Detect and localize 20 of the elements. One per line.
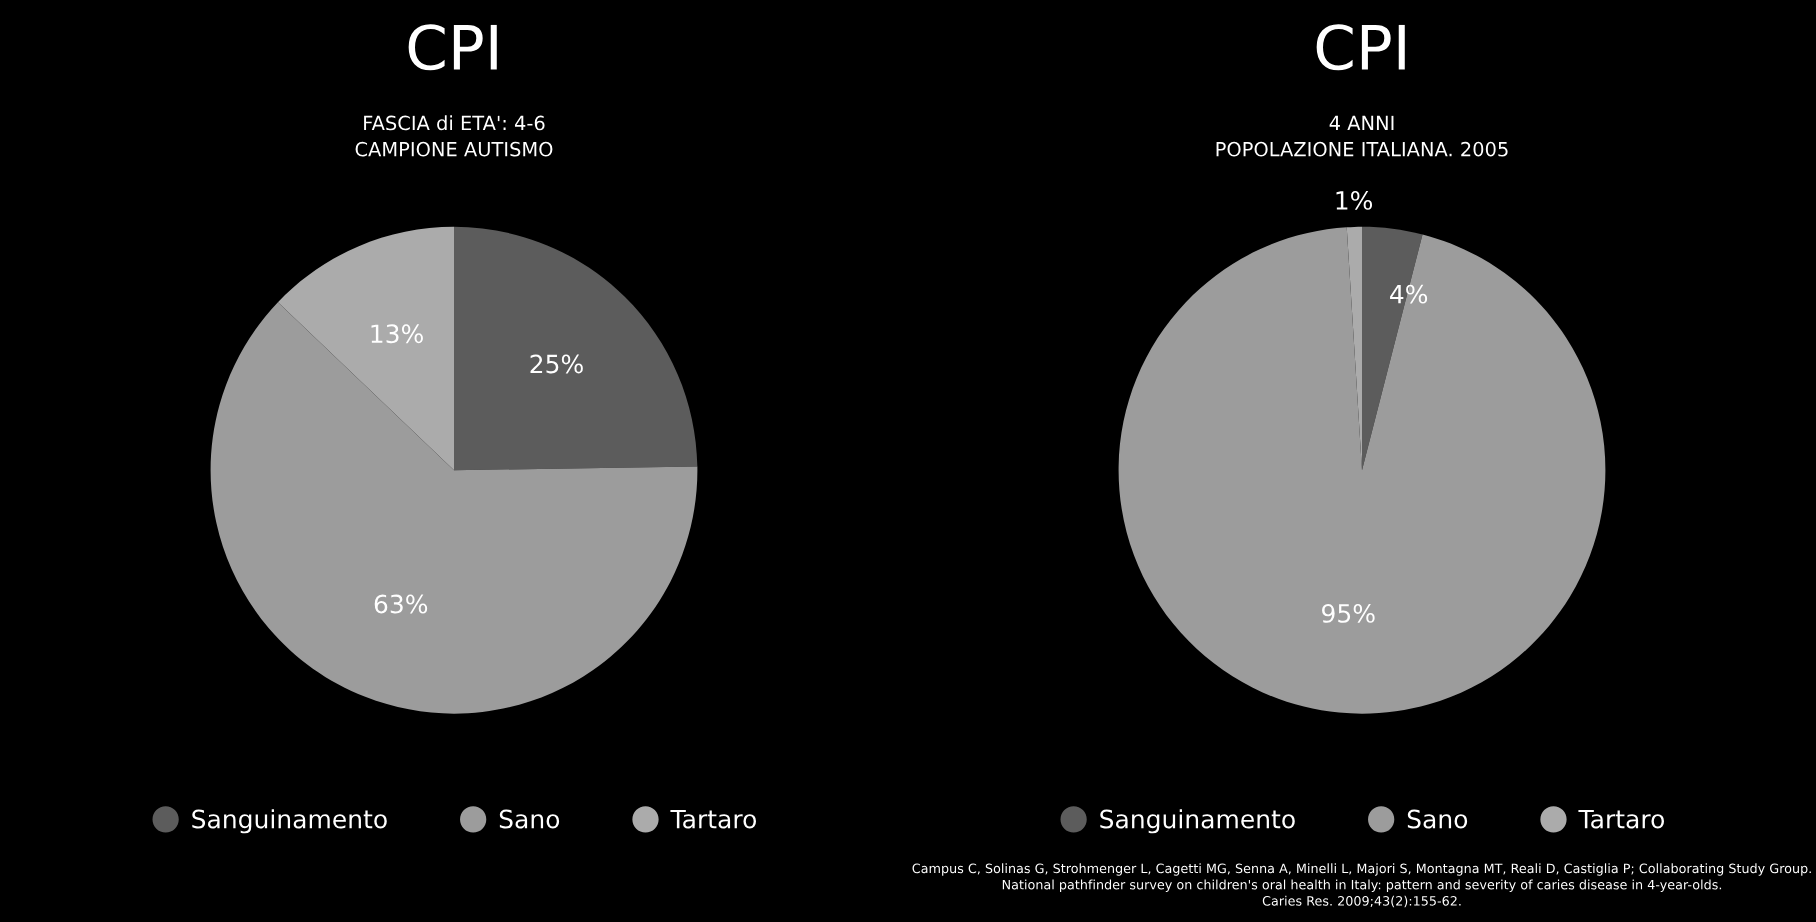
- legend-label: Sanguinamento: [192, 809, 387, 834]
- legend-label: Sano: [1407, 809, 1468, 829]
- legend-label: Tartaro: [1578, 809, 1665, 829]
- legend-label: Sanguinamento: [1100, 809, 1295, 834]
- data-label: 25%: [530, 354, 583, 374]
- pie-slice: [1362, 226, 1423, 471]
- pie-slice: [277, 226, 454, 471]
- chart-subtitle: FASCIA di ETA': 4-6 CAMPIONE AUTISMO: [355, 115, 553, 157]
- legend-label: Sano: [499, 809, 560, 829]
- pie-slice: [454, 226, 698, 471]
- data-label: 1%: [1336, 190, 1373, 210]
- data-label: 13%: [371, 324, 423, 344]
- data-label: 95%: [1322, 603, 1375, 623]
- chart-title: CPI: [1316, 24, 1405, 71]
- chart-title: CPI: [408, 24, 497, 71]
- legend-label: Tartaro: [670, 809, 757, 829]
- data-label: 63%: [374, 594, 428, 614]
- pie-slice: [1118, 227, 1606, 714]
- chart-subtitle: 4 ANNI POPOLAZIONE ITALIANA. 2005: [1216, 115, 1508, 157]
- pie-slice: [210, 302, 698, 714]
